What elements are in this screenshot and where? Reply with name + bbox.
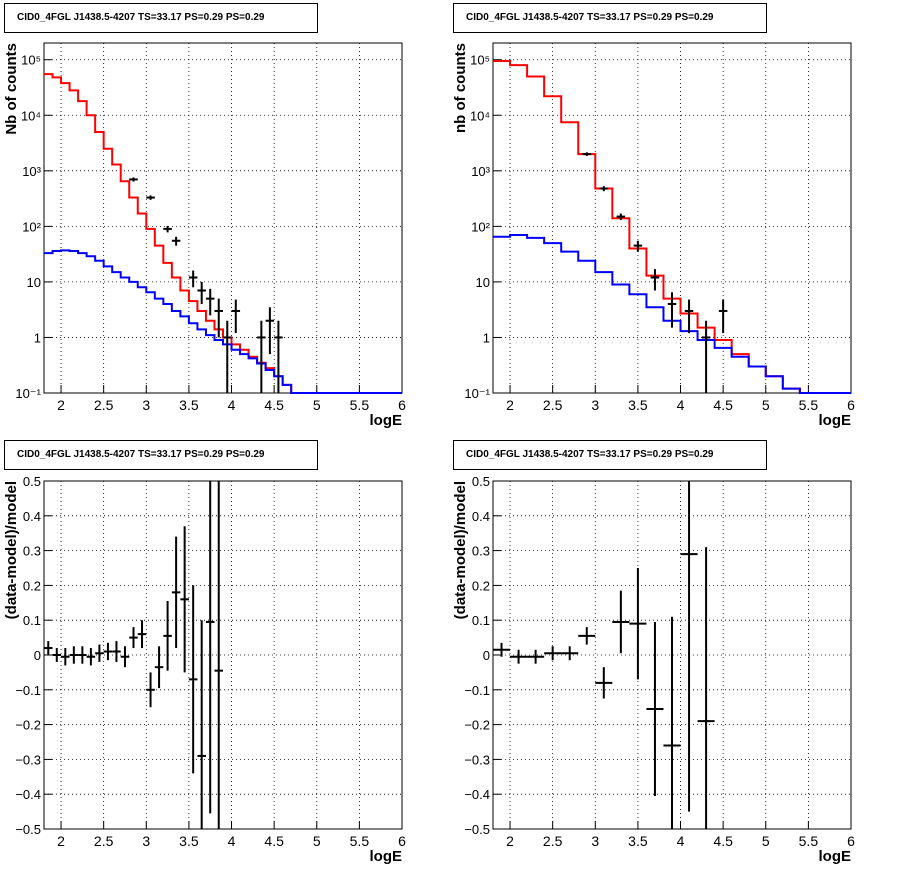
plot-frame — [43, 42, 403, 394]
y-tick-label: 0.3 — [472, 544, 490, 559]
histogram-series-1 — [493, 59, 851, 394]
x-tick-label: 3 — [591, 397, 599, 413]
y-tick-label: 10⁵ — [21, 53, 41, 68]
y-tick-label: 0 — [483, 648, 490, 663]
x-tick-label: 3 — [142, 833, 150, 849]
plot-frame — [492, 42, 852, 394]
y-axis-label: nb of counts — [452, 43, 469, 133]
y-tick-label: −0.1 — [15, 683, 41, 698]
x-tick-label: 5 — [313, 397, 321, 413]
y-tick-label: 10⁻¹ — [464, 386, 490, 401]
x-tick-label: 2.5 — [543, 397, 563, 413]
x-tick-label: 6 — [847, 397, 855, 413]
y-tick-label: 10⁴ — [470, 108, 490, 123]
y-tick-label: 0 — [34, 648, 41, 663]
x-tick-label: 3.5 — [179, 833, 199, 849]
x-tick-label: 3.5 — [628, 397, 648, 413]
y-axis-label: (data-model)/model — [3, 481, 20, 619]
x-tick-label: 6 — [398, 397, 406, 413]
x-tick-label: 2 — [57, 833, 65, 849]
title-box-top-left: CID0_4FGL J1438.5-4207 TS=33.17 PS=0.29 … — [4, 3, 318, 33]
y-tick-label: 0.2 — [23, 578, 41, 593]
y-tick-label: 10³ — [22, 164, 41, 179]
x-tick-label: 3 — [591, 833, 599, 849]
y-tick-label: −0.3 — [464, 752, 490, 767]
x-axis-label: logE — [370, 848, 403, 865]
x-tick-label: 2.5 — [94, 833, 114, 849]
y-tick-label: −0.3 — [15, 752, 41, 767]
y-tick-label: 1 — [483, 330, 490, 345]
x-tick-label: 4 — [677, 397, 685, 413]
title-box-top-right: CID0_4FGL J1438.5-4207 TS=33.17 PS=0.29 … — [453, 3, 767, 33]
x-tick-label: 5.5 — [350, 397, 370, 413]
y-tick-label: −0.2 — [464, 718, 490, 733]
y-tick-label: −0.4 — [15, 787, 41, 802]
x-tick-label: 3 — [142, 397, 150, 413]
y-tick-label: 0.1 — [472, 613, 490, 628]
x-tick-label: 4 — [228, 397, 236, 413]
y-tick-label: 10³ — [471, 164, 490, 179]
y-tick-label: 10 — [27, 275, 41, 290]
y-tick-label: 0.4 — [472, 509, 490, 524]
y-tick-label: 10² — [471, 219, 490, 234]
y-tick-label: −0.2 — [15, 718, 41, 733]
y-tick-label: 10⁴ — [21, 108, 41, 123]
y-tick-label: 0.4 — [23, 509, 41, 524]
y-tick-label: −0.5 — [15, 822, 41, 837]
x-tick-label: 6 — [398, 833, 406, 849]
x-tick-label: 2 — [506, 397, 514, 413]
histogram-series-2 — [493, 233, 851, 394]
x-tick-label: 4.5 — [713, 397, 733, 413]
x-tick-label: 3.5 — [628, 833, 648, 849]
x-tick-label: 5 — [762, 397, 770, 413]
y-tick-label: 0.3 — [23, 544, 41, 559]
x-tick-label: 4.5 — [713, 833, 733, 849]
y-axis-label: Nb of counts — [3, 43, 20, 135]
y-tick-label: 10² — [22, 219, 41, 234]
x-tick-label: 2 — [506, 833, 514, 849]
x-tick-label: 6 — [847, 833, 855, 849]
x-tick-label: 4.5 — [264, 397, 284, 413]
y-tick-label: 0.1 — [23, 613, 41, 628]
y-axis-label: (data-model)/model — [452, 481, 469, 619]
title-box-bottom-right: CID0_4FGL J1438.5-4207 TS=33.17 PS=0.29 … — [453, 440, 767, 470]
y-tick-label: 10⁵ — [470, 53, 490, 68]
x-axis-label: logE — [819, 848, 852, 865]
x-tick-label: 3.5 — [179, 397, 199, 413]
x-tick-label: 4 — [677, 833, 685, 849]
y-tick-label: 1 — [34, 330, 41, 345]
x-tick-label: 4 — [228, 833, 236, 849]
y-tick-label: −0.1 — [464, 683, 490, 698]
x-axis-label: logE — [370, 412, 403, 429]
y-tick-label: −0.5 — [464, 822, 490, 837]
y-tick-label: 0.5 — [23, 474, 41, 489]
x-tick-label: 5.5 — [799, 397, 819, 413]
y-tick-label: −0.4 — [464, 787, 490, 802]
x-tick-label: 4.5 — [264, 833, 284, 849]
title-box-bottom-left: CID0_4FGL J1438.5-4207 TS=33.17 PS=0.29 … — [4, 440, 318, 470]
x-axis-label: logE — [819, 412, 852, 429]
y-tick-label: 10⁻¹ — [15, 386, 41, 401]
x-tick-label: 2 — [57, 397, 65, 413]
x-tick-label: 5 — [313, 833, 321, 849]
x-tick-label: 5 — [762, 833, 770, 849]
y-tick-label: 10 — [476, 275, 490, 290]
histogram-series-2 — [44, 249, 402, 394]
x-tick-label: 5.5 — [350, 833, 370, 849]
y-tick-label: 0.5 — [472, 474, 490, 489]
x-tick-label: 2.5 — [94, 397, 114, 413]
y-tick-label: 0.2 — [472, 578, 490, 593]
x-tick-label: 2.5 — [543, 833, 563, 849]
x-tick-label: 5.5 — [799, 833, 819, 849]
